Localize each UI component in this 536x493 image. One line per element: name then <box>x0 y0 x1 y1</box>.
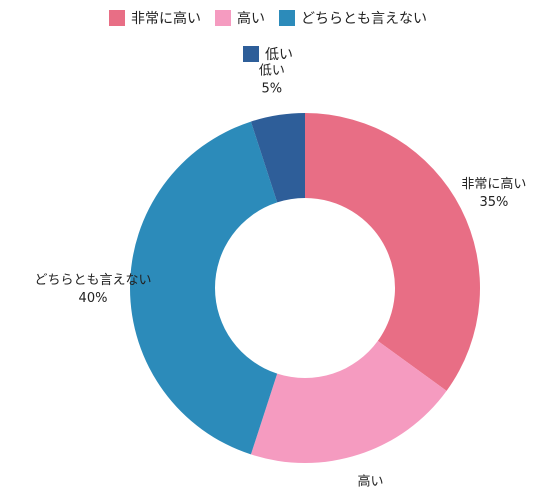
slice-value-label: 35% <box>479 195 508 210</box>
legend-label: 非常に高い <box>131 11 201 27</box>
slice-label: 非常に高い <box>461 176 526 192</box>
legend-swatch <box>109 10 125 26</box>
donut-slice[interactable] <box>130 121 278 455</box>
slice-value-label: 40% <box>79 291 108 306</box>
legend-item-very-high[interactable]: 非常に高い <box>109 8 201 28</box>
legend-item-neutral[interactable]: どちらとも言えない <box>279 8 427 28</box>
donut-slice[interactable] <box>305 113 480 391</box>
slice-label: どちらとも言えない <box>34 273 151 288</box>
legend-swatch <box>279 10 295 26</box>
legend-item-high[interactable]: 高い <box>215 8 265 28</box>
legend-label: どちらとも言えない <box>301 11 427 27</box>
legend-row-1: 非常に高い 高い どちらとも言えない <box>0 8 536 28</box>
legend-row-2: 低い <box>0 44 536 64</box>
legend-swatch <box>243 46 259 62</box>
slice-label: 高い <box>358 474 384 490</box>
legend-item-low[interactable]: 低い <box>243 44 293 64</box>
donut-slice[interactable] <box>250 340 447 463</box>
legend-label: 低い <box>265 47 293 63</box>
legend-label: 高い <box>237 11 265 27</box>
slice-value-label: 5% <box>262 82 283 97</box>
slice-label: 低い <box>259 64 285 79</box>
donut-slice[interactable] <box>250 113 305 203</box>
legend-swatch <box>215 10 231 26</box>
